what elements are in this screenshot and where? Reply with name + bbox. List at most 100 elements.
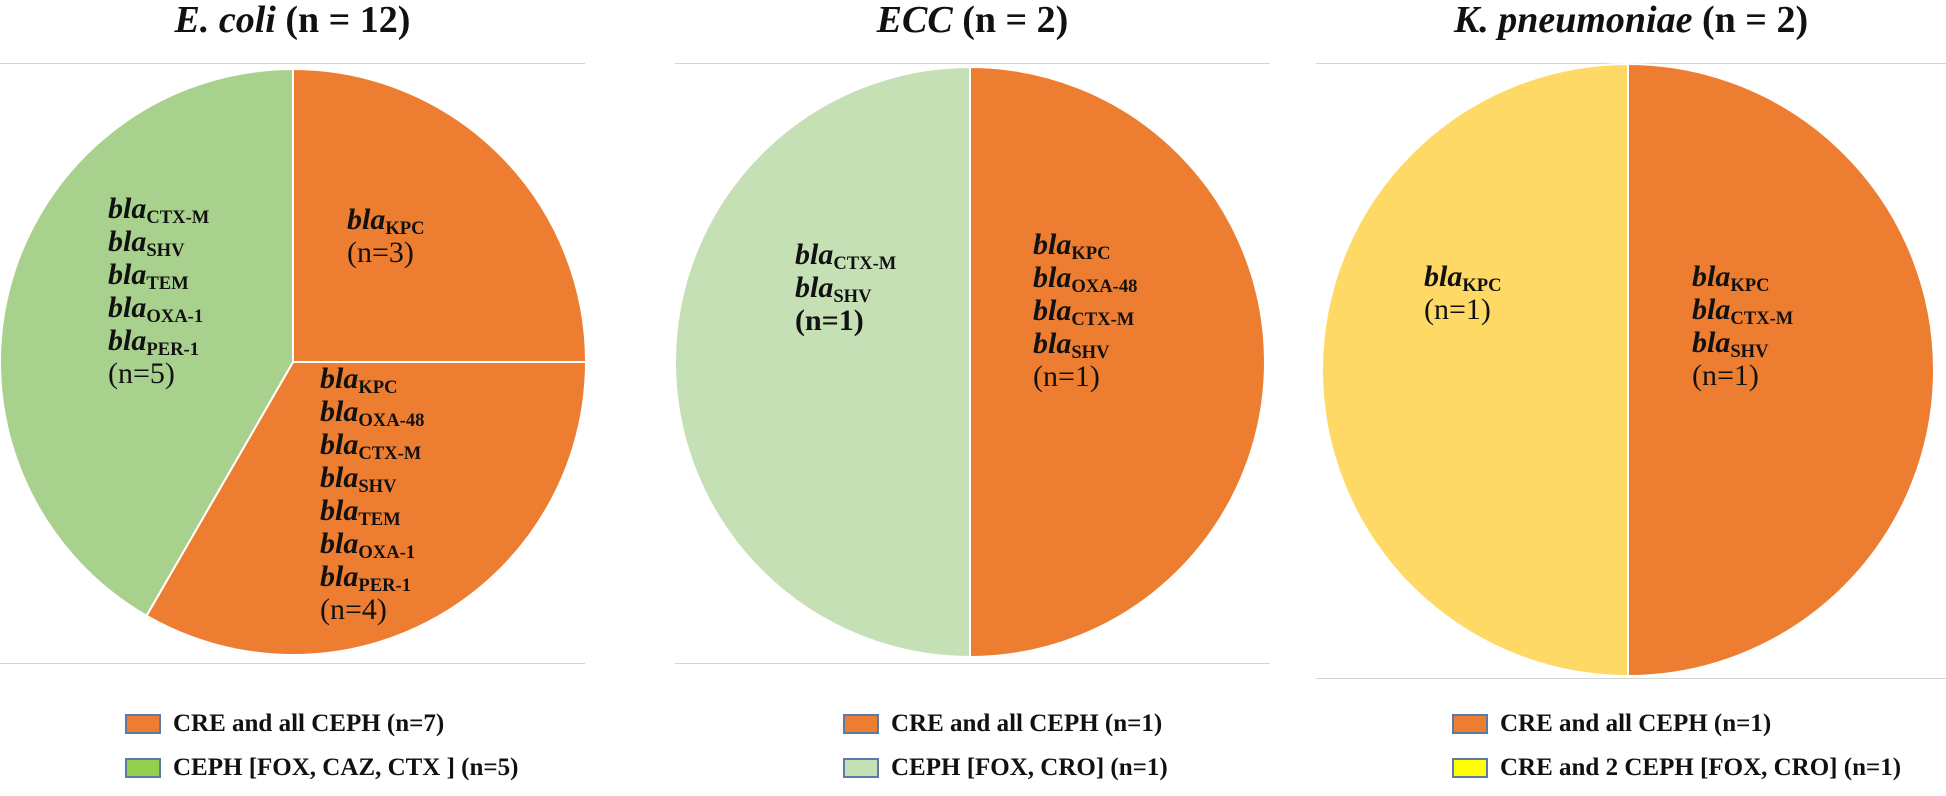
frame-line-bottom bbox=[0, 663, 585, 664]
gene-base: bla bbox=[320, 395, 359, 428]
gene-label: blaOXA-48 bbox=[1033, 261, 1138, 298]
legend: CRE and all CEPH (n=1) CEPH [FOX, CRO] (n… bbox=[843, 708, 1168, 796]
gene-label: blaKPC bbox=[1033, 228, 1137, 265]
gene-label: blaKPC bbox=[1424, 260, 1502, 297]
slice-count-label: (n=5) bbox=[108, 357, 175, 390]
pie-slice-1 bbox=[145, 361, 588, 657]
pie-ecoli bbox=[0, 67, 588, 657]
slice-label: blaKPC (n=3) bbox=[347, 203, 425, 269]
gene-subscript: OXA-48 bbox=[358, 410, 425, 432]
gene-label: blaSHV bbox=[108, 225, 209, 262]
slice-label: blaCTX-M blaSHV (n=1) bbox=[795, 238, 896, 337]
legend-swatch bbox=[125, 758, 161, 778]
slice-count-label: (n=4) bbox=[320, 593, 387, 626]
gene-subscript: PER-1 bbox=[146, 339, 200, 361]
gene-base: bla bbox=[108, 324, 147, 357]
gene-subscript: SHV bbox=[1071, 342, 1110, 364]
title-organism: ECC bbox=[876, 0, 953, 41]
slice-count-label: (n=1) bbox=[1692, 359, 1759, 392]
gene-subscript: KPC bbox=[1071, 243, 1111, 265]
legend-label: CRE and all CEPH (n=1) bbox=[1500, 710, 1772, 737]
legend-item: CEPH [FOX, CAZ, CTX ] (n=5) bbox=[125, 752, 518, 784]
legend-item: CRE and all CEPH (n=1) bbox=[1452, 708, 1901, 740]
gene-label: blaSHV bbox=[1033, 327, 1137, 364]
gene-label: blaKPC bbox=[1692, 260, 1793, 295]
gene-label: blaCTX-M bbox=[795, 238, 897, 275]
gene-subscript: KPC bbox=[385, 218, 425, 240]
gene-label: blaSHV bbox=[320, 461, 424, 496]
slice-label: blaCTX-M blaSHV blaTEM blaOXA-1 blaPER-1 (n=5… bbox=[108, 192, 209, 390]
chart-title: ECC (n = 2) bbox=[675, 0, 1270, 40]
legend-swatch bbox=[125, 714, 161, 734]
gene-subscript: CTX-M bbox=[146, 207, 210, 229]
slice-label: blaKPC (n=1) bbox=[1424, 260, 1502, 326]
frame-line-bottom bbox=[1316, 678, 1946, 679]
frame-line-top bbox=[675, 63, 1270, 64]
pie-slice-1 bbox=[1321, 62, 1629, 678]
pie-slice-2 bbox=[0, 67, 294, 618]
gene-label: blaCTX-M bbox=[320, 428, 424, 463]
gene-subscript: TEM bbox=[146, 273, 189, 295]
gene-base: bla bbox=[320, 428, 359, 461]
gene-subscript: OXA-48 bbox=[1071, 276, 1138, 298]
gene-label: blaCTX-M bbox=[1692, 293, 1794, 330]
panel-ecoli: E. coli (n = 12) blaKPC (n=3) blaKPC blaOX… bbox=[0, 0, 588, 784]
gene-label: blaOXA-1 bbox=[320, 527, 424, 564]
legend-swatch bbox=[1452, 714, 1488, 734]
gene-base: bla bbox=[108, 192, 147, 225]
gene-base: bla bbox=[1692, 293, 1731, 326]
slice-label: blaKPC blaOXA-48 blaCTX-M blaSHV (n=1) bbox=[1033, 228, 1137, 393]
gene-label: blaPER-1 bbox=[108, 324, 209, 361]
legend-item: CEPH [FOX, CRO] (n=1) bbox=[843, 752, 1168, 784]
title-organism: E. coli bbox=[174, 0, 276, 41]
gene-subscript: TEM bbox=[358, 509, 401, 531]
gene-subscript: SHV bbox=[146, 240, 185, 262]
gene-subscript: OXA-1 bbox=[358, 542, 416, 564]
slice-count-label: (n=1) bbox=[1033, 360, 1100, 393]
gene-base: bla bbox=[795, 271, 834, 304]
gene-subscript: KPC bbox=[358, 377, 398, 399]
frame-line-top bbox=[0, 63, 585, 64]
gene-label: blaKPC bbox=[320, 362, 424, 399]
gene-base: bla bbox=[320, 527, 359, 560]
frame-line-bottom bbox=[675, 663, 1270, 664]
pie-slice-0 bbox=[969, 65, 1266, 659]
legend-swatch bbox=[843, 714, 879, 734]
gene-label: blaSHV bbox=[1692, 326, 1793, 363]
chart-title: E. coli (n = 12) bbox=[0, 0, 585, 40]
gene-base: bla bbox=[108, 225, 147, 258]
gene-label: blaOXA-48 bbox=[320, 395, 425, 432]
pie-ecc bbox=[674, 65, 1266, 659]
pie-slice-1 bbox=[674, 65, 971, 659]
legend-label: CEPH [FOX, CRO] (n=1) bbox=[891, 754, 1168, 781]
title-count: (n = 2) bbox=[1692, 0, 1809, 41]
gene-subscript: SHV bbox=[1730, 341, 1769, 363]
gene-base: bla bbox=[320, 560, 359, 593]
gene-base: bla bbox=[320, 461, 359, 494]
gene-base: bla bbox=[108, 291, 147, 324]
gene-base: bla bbox=[1692, 326, 1731, 359]
gene-base: bla bbox=[1033, 327, 1072, 360]
legend: CRE and all CEPH (n=1) CRE and 2 CEPH [FO… bbox=[1452, 708, 1901, 796]
gene-subscript: OXA-1 bbox=[146, 306, 204, 328]
gene-subscript: KPC bbox=[1462, 275, 1502, 297]
legend-label: CRE and all CEPH (n=7) bbox=[173, 710, 445, 737]
gene-label: blaSHV bbox=[795, 271, 896, 306]
gene-base: bla bbox=[1033, 261, 1072, 294]
gene-base: bla bbox=[795, 238, 834, 271]
pie-slice-0 bbox=[292, 67, 588, 363]
title-count: (n = 2) bbox=[952, 0, 1069, 41]
gene-label: blaOXA-1 bbox=[108, 291, 209, 328]
gene-subscript: CTX-M bbox=[833, 253, 897, 275]
gene-base: bla bbox=[1424, 260, 1463, 293]
gene-base: bla bbox=[108, 258, 147, 291]
gene-label: blaKPC bbox=[347, 203, 425, 240]
gene-subscript: CTX-M bbox=[1730, 308, 1794, 330]
slice-label: blaKPC blaCTX-M blaSHV (n=1) bbox=[1692, 260, 1793, 392]
title-count: (n = 12) bbox=[275, 0, 411, 41]
legend-swatch bbox=[1452, 758, 1488, 778]
gene-base: bla bbox=[320, 362, 359, 395]
legend-label: CRE and 2 CEPH [FOX, CRO] (n=1) bbox=[1500, 754, 1902, 781]
pie-slice-0 bbox=[1627, 62, 1935, 678]
gene-base: bla bbox=[347, 203, 386, 236]
